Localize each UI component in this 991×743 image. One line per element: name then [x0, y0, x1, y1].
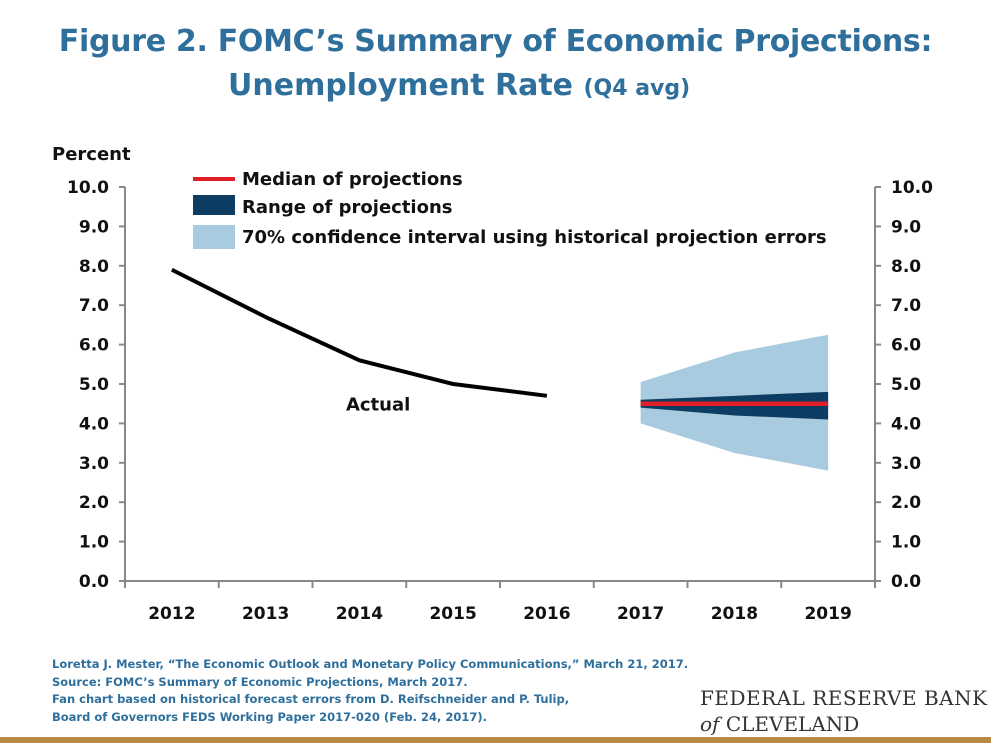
annotation-actual: Actual — [346, 395, 410, 416]
y-tick-label-right: 6.0 — [891, 336, 921, 356]
y-axis-title: Percent — [52, 144, 131, 165]
fed-cleveland-logo: FEDERAL RESERVE BANK of CLEVELAND — [700, 686, 988, 736]
y-tick-label-left: 8.0 — [79, 257, 109, 277]
x-tick-label-2019: 2019 — [804, 604, 851, 624]
x-tick-label-2015: 2015 — [429, 604, 476, 624]
footnote-4: Board of Governors FEDS Working Paper 20… — [52, 709, 487, 724]
unemployment-chart: Percent 0.0 0.0 1.0 1.0 2.0 2.0 3.0 3.0 4.0 4.0 5.… — [52, 144, 933, 624]
x-tick-label-2013: 2013 — [242, 604, 289, 624]
y-tick-label-left: 6.0 — [79, 336, 109, 356]
y-tick-label-right: 8.0 — [891, 257, 921, 277]
y-tick-label-left: 2.0 — [79, 493, 109, 513]
y-tick-label-left: 5.0 — [79, 375, 109, 395]
lines-layer — [170, 267, 829, 406]
y-tick-label-right: 9.0 — [891, 217, 921, 237]
legend-swatch-range — [193, 195, 235, 215]
footnote-3: Fan chart based on historical forecast e… — [52, 692, 570, 706]
title-line-1: Figure 2. FOMC’s Summary of Economic Pro… — [58, 24, 933, 59]
y-tick-label-right: 3.0 — [891, 454, 921, 474]
y-tick-label-right: 0.0 — [891, 572, 921, 592]
y-tick-label-left: 7.0 — [79, 296, 109, 316]
y-tick-label-left: 3.0 — [79, 454, 109, 474]
title-line-2: Unemployment Rate (Q4 avg) — [228, 68, 690, 103]
legend-label-confidence: 70% confidence interval using historical… — [242, 227, 827, 248]
y-tick-label-right: 7.0 — [891, 296, 921, 316]
actual-line — [170, 267, 548, 398]
y-tick-label-left: 0.0 — [79, 572, 109, 592]
annotations-layer: Actual — [346, 395, 410, 416]
y-tick-label-left: 4.0 — [79, 414, 109, 434]
title-main: Unemployment Rate — [228, 68, 574, 103]
footnotes: Loretta J. Mester, “The Economic Outlook… — [52, 656, 688, 726]
x-tick-label-2018: 2018 — [711, 604, 758, 624]
ticks-layer: 0.0 0.0 1.0 1.0 2.0 2.0 3.0 3.0 4.0 4.0 5.0 5.0 6.0 6… — [67, 178, 933, 624]
logo-city: CLEVELAND — [725, 712, 860, 736]
chart-title: Figure 2. FOMC’s Summary of Economic Pro… — [0, 24, 991, 103]
legend: Median of projections Range of projection… — [193, 169, 827, 249]
y-tick-label-right: 1.0 — [891, 533, 921, 553]
bottom-bar — [0, 737, 991, 743]
logo-line-1: FEDERAL RESERVE BANK — [700, 686, 988, 710]
y-tick-label-right: 2.0 — [891, 493, 921, 513]
x-tick-label-2014: 2014 — [336, 604, 383, 624]
legend-label-range: Range of projections — [242, 197, 453, 218]
y-tick-label-left: 9.0 — [79, 217, 109, 237]
x-tick-label-2017: 2017 — [617, 604, 664, 624]
legend-label-median: Median of projections — [242, 169, 463, 190]
footnote-2: Source: FOMC’s Summary of Economic Proje… — [52, 674, 468, 689]
y-tick-label-right: 5.0 — [891, 375, 921, 395]
x-tick-label-2012: 2012 — [148, 604, 195, 624]
legend-swatch-confidence — [193, 225, 235, 249]
logo-of: of — [700, 712, 720, 736]
title-unit: (Q4 avg) — [583, 76, 691, 101]
y-tick-label-right: 4.0 — [891, 414, 921, 434]
footnote-1: Loretta J. Mester, “The Economic Outlook… — [52, 657, 689, 671]
y-tick-label-left: 10.0 — [67, 178, 109, 198]
y-tick-label-right: 10.0 — [891, 178, 933, 198]
x-tick-label-2016: 2016 — [523, 604, 570, 624]
y-tick-label-left: 1.0 — [79, 533, 109, 553]
logo-line-2: of CLEVELAND — [700, 712, 988, 736]
